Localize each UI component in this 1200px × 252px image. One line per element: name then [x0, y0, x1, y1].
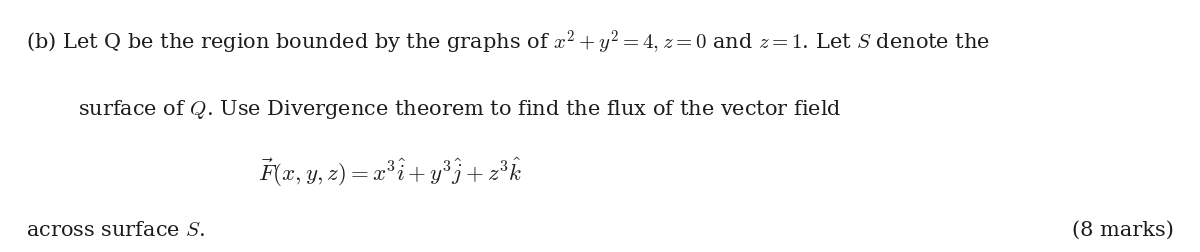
Text: (8 marks): (8 marks) — [1072, 221, 1174, 240]
Text: surface of $Q$. Use Divergence theorem to find the flux of the vector field: surface of $Q$. Use Divergence theorem t… — [78, 98, 841, 121]
Text: (b) Let Q be the region bounded by the graphs of $x^2 + y^2 = 4, z = 0$ and $z =: (b) Let Q be the region bounded by the g… — [26, 29, 990, 57]
Text: $\vec{F}(x, y, z) = x^3\hat{i} + y^3\hat{j} + z^3\hat{k}$: $\vec{F}(x, y, z) = x^3\hat{i} + y^3\hat… — [258, 156, 522, 189]
Text: across surface $S$.: across surface $S$. — [26, 221, 205, 240]
